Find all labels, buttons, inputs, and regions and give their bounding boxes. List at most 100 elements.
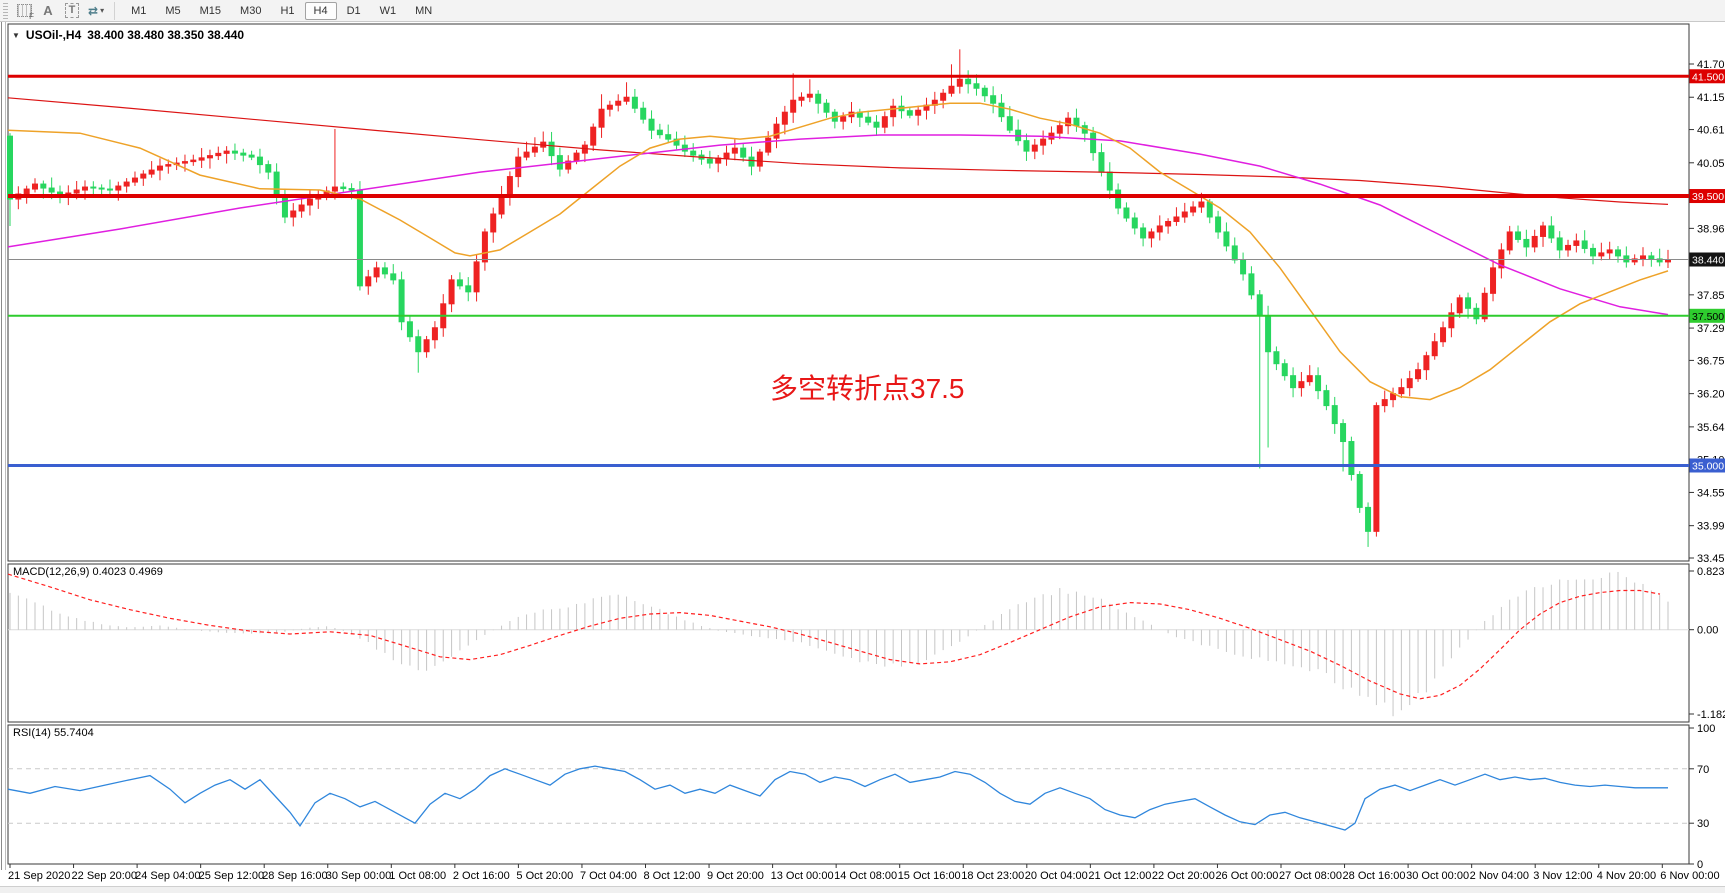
time-axis-label: 9 Oct 20:00: [707, 870, 764, 882]
candle-body: [424, 340, 429, 352]
candle-body: [1466, 298, 1471, 308]
snap-grid-icon-label: F: [29, 12, 34, 21]
candle-body: [116, 186, 121, 190]
price-axis-label: 35.645: [1697, 422, 1725, 434]
candle-body: [1141, 228, 1146, 238]
toolbar-separator: [114, 2, 115, 20]
candle-body: [1574, 241, 1579, 245]
candle-body: [307, 199, 312, 205]
candle-body: [241, 153, 246, 155]
timeframe-button-d1[interactable]: D1: [338, 2, 370, 20]
candle-body: [1041, 139, 1046, 145]
timeframe-button-m1[interactable]: M1: [122, 2, 155, 20]
price-axis-label: 38.960: [1697, 223, 1725, 235]
timeframe-button-mn[interactable]: MN: [406, 2, 441, 20]
candle-body: [82, 187, 87, 190]
timeframe-button-h4[interactable]: H4: [305, 2, 337, 20]
time-axis-label: 3 Nov 12:00: [1533, 870, 1592, 882]
timeframe-button-m30[interactable]: M30: [231, 2, 270, 20]
candle-body: [366, 277, 371, 286]
candle-body: [449, 280, 454, 304]
snap-grid-tool-button[interactable]: F: [13, 1, 35, 21]
timeframe-button-m5[interactable]: M5: [156, 2, 189, 20]
price-axis-label: 41.705: [1697, 59, 1725, 71]
candle-body: [32, 184, 37, 189]
candle-body: [507, 177, 512, 196]
candle-body: [1282, 364, 1287, 376]
candle-body: [649, 119, 654, 130]
time-axis-label: 25 Sep 12:00: [199, 870, 264, 882]
arrows-tool-button[interactable]: ⇄ ▾: [85, 1, 107, 21]
candle-body: [1432, 342, 1437, 356]
candle-body: [199, 158, 204, 160]
candle-body: [191, 160, 196, 161]
price-axis-label: 37.295: [1697, 323, 1725, 335]
text-tool-button[interactable]: T: [61, 1, 83, 21]
candle-body: [274, 172, 279, 194]
candle-body: [999, 103, 1004, 116]
time-axis-label: 20 Oct 04:00: [1025, 870, 1088, 882]
candle-body: [1241, 260, 1246, 274]
candle-body: [1557, 238, 1562, 250]
timeframe-button-m15[interactable]: M15: [191, 2, 230, 20]
candle-body: [382, 268, 387, 274]
time-axis-label: 14 Oct 08:00: [834, 870, 897, 882]
candle-body: [882, 117, 887, 127]
candle-body: [1649, 256, 1654, 259]
candle-body: [1007, 117, 1012, 130]
candle-body: [182, 162, 187, 163]
candle-body: [782, 112, 787, 124]
candle-body: [466, 286, 471, 292]
candle-body: [299, 205, 304, 211]
time-axis-label: 26 Oct 00:00: [1215, 870, 1278, 882]
candle-body: [1249, 274, 1254, 295]
candle-body: [49, 188, 54, 192]
candle-body: [1474, 308, 1479, 318]
candle-body: [1357, 474, 1362, 507]
timeframe-button-h1[interactable]: H1: [271, 2, 303, 20]
price-axis-label: 40.055: [1697, 158, 1725, 170]
candle-body: [1157, 226, 1162, 232]
candle-body: [1291, 376, 1296, 388]
candle-body: [1541, 226, 1546, 236]
candle-body: [499, 196, 504, 214]
price-axis-label: 36.755: [1697, 355, 1725, 367]
time-axis-label: 22 Oct 20:00: [1152, 870, 1215, 882]
time-axis-label: 1 Oct 08:00: [389, 870, 446, 882]
chart-canvas[interactable]: 41.70541.15040.61040.05538.96037.85037.2…: [0, 22, 1725, 892]
candle-body: [341, 187, 346, 188]
candle-body: [1624, 256, 1629, 262]
candle-body: [1524, 239, 1529, 246]
toolbar-grip[interactable]: [3, 3, 8, 19]
candle-body: [1057, 126, 1062, 133]
time-axis-label: 6 Nov 00:00: [1660, 870, 1719, 882]
candle-body: [632, 97, 637, 108]
time-axis-label: 28 Oct 16:00: [1343, 870, 1406, 882]
time-axis-label: 21 Oct 12:00: [1088, 870, 1151, 882]
main-panel-frame[interactable]: [8, 24, 1689, 561]
candle-body: [1549, 226, 1554, 238]
candle-body: [732, 148, 737, 153]
candle-body: [416, 337, 421, 352]
time-axis-label: 22 Sep 20:00: [72, 870, 137, 882]
price-axis-label: 40.610: [1697, 125, 1725, 137]
symbol-dropdown-icon[interactable]: ▼: [12, 31, 20, 40]
macd-panel-frame[interactable]: [8, 564, 1689, 722]
candle-body: [1332, 406, 1337, 424]
candle-body: [607, 105, 612, 109]
candle-body: [374, 268, 379, 277]
timeframe-button-w1[interactable]: W1: [371, 2, 406, 20]
candle-body: [1324, 391, 1329, 406]
candle-body: [1591, 248, 1596, 255]
time-axis-label: 18 Oct 23:00: [961, 870, 1024, 882]
chart-window[interactable]: 41.70541.15040.61040.05538.96037.85037.2…: [0, 22, 1725, 892]
rsi-panel-frame[interactable]: [8, 725, 1689, 864]
candle-body: [774, 124, 779, 138]
chart-title: ▼ USOil-,H4 38.400 38.480 38.350 38.440: [12, 28, 244, 42]
candle-body: [574, 153, 579, 161]
candle-body: [482, 232, 487, 262]
time-axis-label: 8 Oct 12:00: [644, 870, 701, 882]
candle-body: [149, 170, 154, 174]
font-tool-button[interactable]: A: [37, 1, 59, 21]
ma-fast-orange: [8, 103, 1668, 399]
